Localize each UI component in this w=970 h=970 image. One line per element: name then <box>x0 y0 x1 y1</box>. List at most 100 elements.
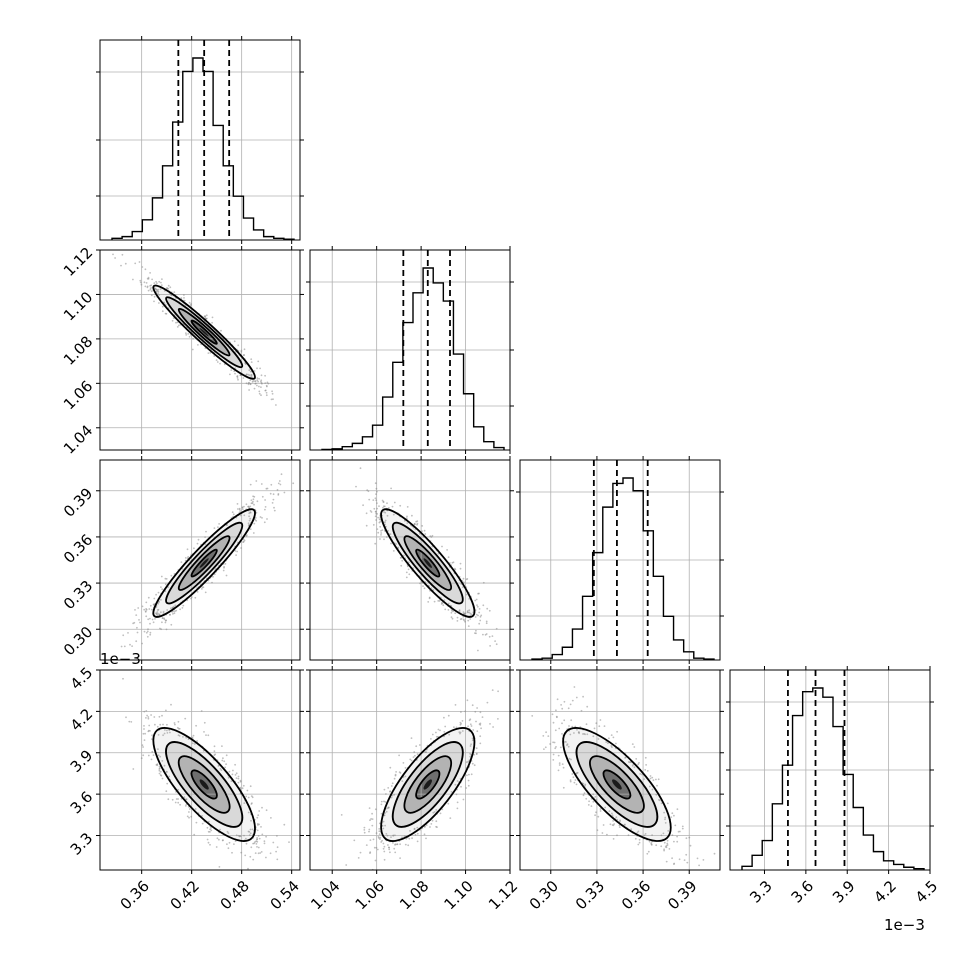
sample-point <box>217 526 219 528</box>
sample-point <box>166 287 169 290</box>
sample-point <box>166 771 168 773</box>
sample-point <box>393 847 396 850</box>
sample-point <box>272 841 275 844</box>
sample-point <box>638 762 640 764</box>
histogram-step <box>321 267 505 451</box>
x-tick-label: 0.33 <box>572 877 608 913</box>
sample-point <box>160 586 162 588</box>
sample-point <box>476 604 478 606</box>
sample-point <box>243 505 245 508</box>
sample-point <box>455 793 458 796</box>
sample-point <box>249 785 252 788</box>
density-contour <box>415 769 441 800</box>
x-tick-label: 1.08 <box>396 877 432 913</box>
density-contour <box>152 727 256 842</box>
sample-point <box>157 602 160 605</box>
sample-point <box>451 617 454 620</box>
sample-point <box>258 823 260 826</box>
sample-point <box>604 806 607 809</box>
sample-point <box>187 556 190 558</box>
sample-point <box>415 745 418 748</box>
sample-point <box>359 851 362 854</box>
sample-point <box>459 721 462 724</box>
x-tick-label: 0.36 <box>117 877 153 913</box>
density-contour <box>589 755 645 814</box>
sample-point <box>447 802 450 805</box>
sample-point <box>475 613 478 616</box>
sample-point <box>243 348 246 351</box>
sample-point <box>423 833 426 836</box>
sample-point <box>260 826 262 828</box>
sample-point <box>467 784 470 787</box>
sample-point <box>235 777 238 779</box>
sample-point <box>263 840 266 843</box>
sample-point <box>222 569 225 572</box>
sample-point <box>149 730 151 732</box>
sample-point <box>236 377 239 379</box>
sample-point <box>375 519 377 521</box>
sample-point <box>667 830 670 832</box>
sample-point <box>399 504 402 507</box>
sample-point <box>210 829 213 832</box>
sample-point <box>375 499 378 502</box>
sample-point <box>376 513 379 515</box>
sample-point <box>382 842 385 845</box>
sample-point <box>157 591 160 594</box>
sample-point <box>437 600 440 602</box>
density-contour <box>152 508 256 618</box>
sample-point <box>155 593 158 596</box>
sample-point <box>447 609 450 611</box>
sample-point <box>265 856 267 859</box>
sample-point <box>173 612 176 615</box>
sample-point <box>429 826 431 828</box>
sample-point <box>573 732 575 734</box>
sample-point <box>468 773 470 776</box>
sample-point <box>134 609 136 611</box>
sample-point <box>465 787 468 789</box>
sample-point <box>561 763 564 765</box>
sample-point <box>456 620 459 622</box>
sample-point <box>683 859 686 861</box>
sample-point <box>247 383 250 386</box>
sample-point <box>175 798 178 800</box>
y-tick-label: 4.5 <box>67 664 97 694</box>
sample-point <box>647 850 650 853</box>
sample-point <box>413 751 416 753</box>
sample-point <box>165 790 168 793</box>
axes-frame <box>99 459 301 661</box>
sample-point <box>435 820 438 823</box>
sample-point <box>421 525 424 527</box>
sample-point <box>473 753 475 756</box>
sample-point <box>340 814 343 816</box>
sample-point <box>211 321 214 324</box>
sample-point <box>596 829 599 832</box>
sample-point <box>450 791 453 793</box>
sample-point <box>239 786 242 789</box>
sample-point <box>447 602 450 605</box>
sample-point <box>392 834 395 837</box>
sample-point <box>167 798 170 801</box>
sample-point <box>373 507 376 510</box>
sample-point <box>405 571 408 574</box>
sample-point <box>157 748 159 750</box>
sample-point <box>470 725 473 727</box>
sample-point <box>542 735 545 737</box>
sample-point <box>189 304 192 307</box>
sample-point <box>583 792 586 795</box>
sample-point <box>566 744 568 747</box>
sample-point <box>431 534 434 537</box>
sample-point <box>390 487 392 490</box>
sample-point <box>254 380 256 382</box>
sample-point <box>494 640 496 642</box>
sample-point <box>283 823 286 826</box>
sample-point <box>555 709 557 712</box>
sample-point <box>671 834 674 836</box>
sample-point <box>567 707 570 710</box>
sample-point <box>183 796 186 799</box>
sample-point <box>234 774 237 776</box>
sample-point <box>275 404 277 406</box>
sample-point <box>119 247 121 249</box>
sample-point <box>261 806 263 809</box>
sample-point <box>143 725 145 727</box>
